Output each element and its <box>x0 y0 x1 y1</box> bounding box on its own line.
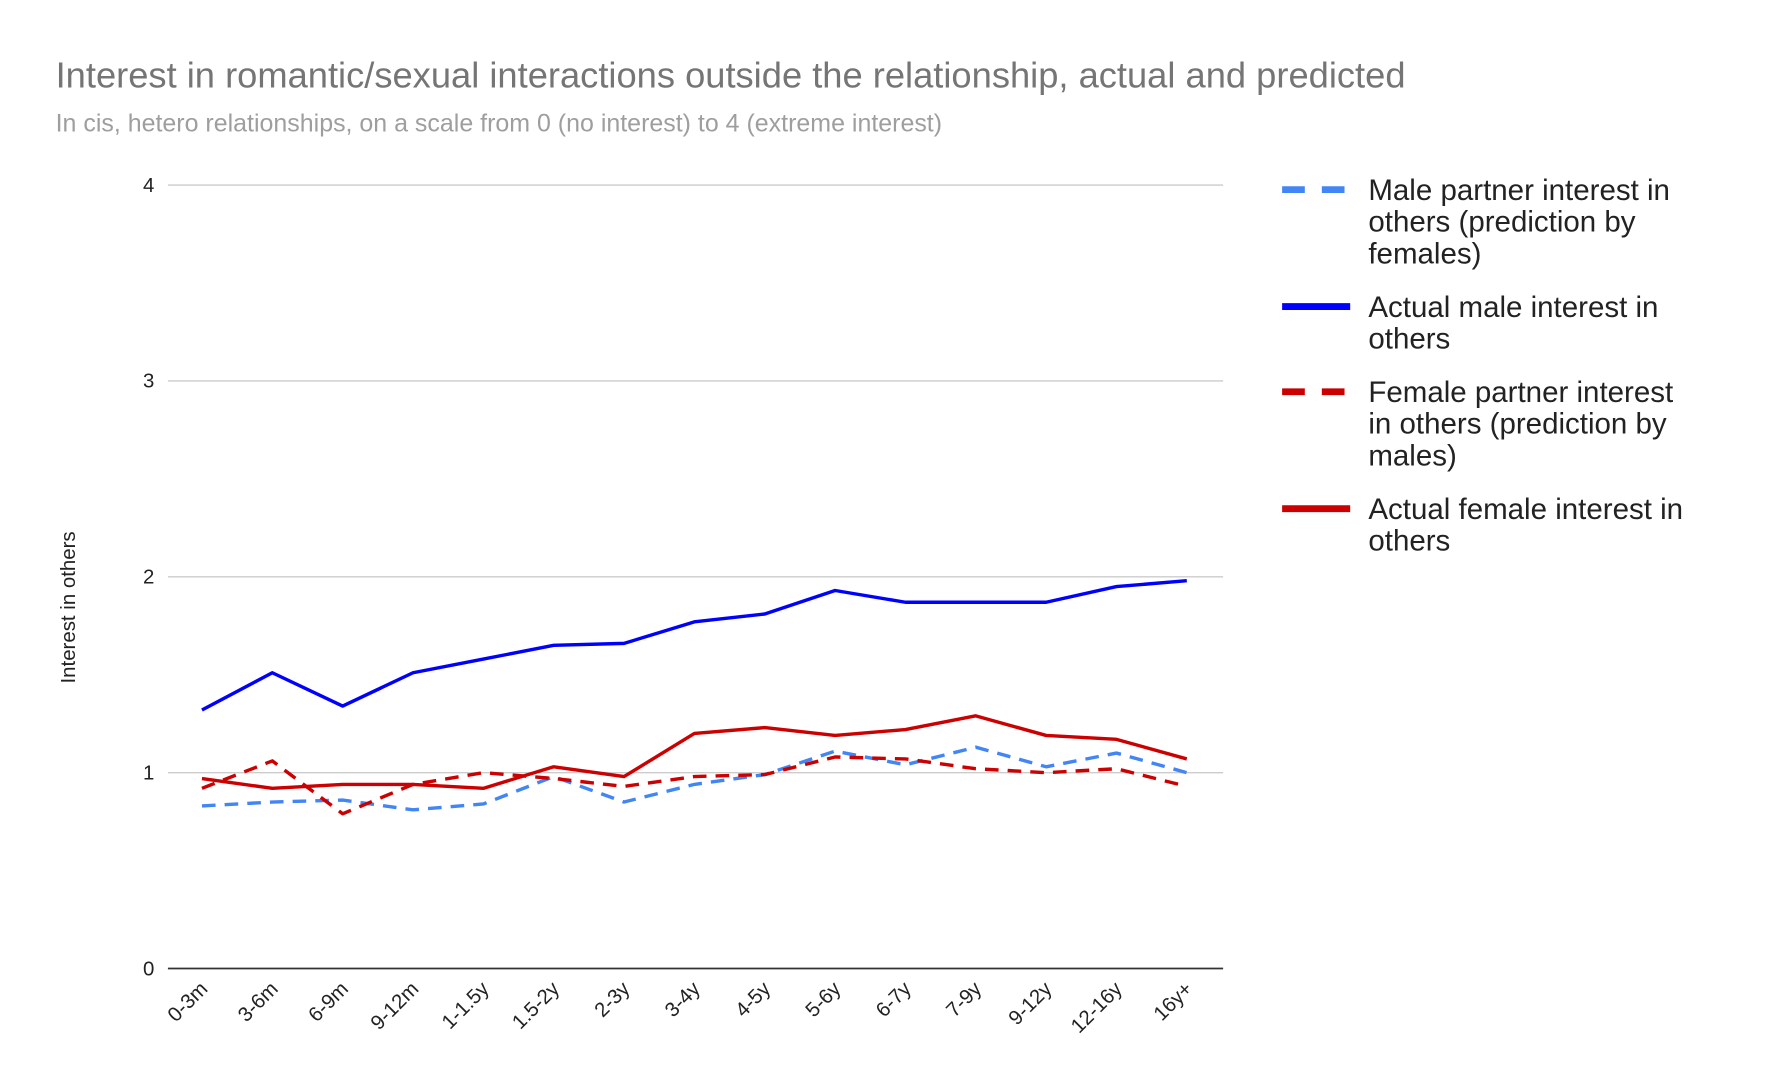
series-line <box>201 714 1188 791</box>
x-tick-label: 6-9m <box>305 978 353 1026</box>
x-tick-labels: 0-3m 3-6m 6-9m 9-12m 1-1.5y 1.5-2y 2-3y 3-4y 4-5… <box>164 978 1197 1038</box>
x-tick-label: 3-4y <box>661 978 705 1022</box>
series-2 <box>201 579 1187 712</box>
y-tick-label: 2 <box>143 567 154 589</box>
legend-label: in others (prediction by <box>1368 408 1667 441</box>
x-tick-label: 0-3m <box>164 978 212 1026</box>
y-axis-label: Interest in others <box>58 531 80 683</box>
x-tick-label: 9-12m <box>367 978 423 1035</box>
chart-title: Interest in romantic/sexual interactions… <box>56 54 1406 95</box>
legend-label: others (prediction by <box>1368 206 1635 239</box>
y-tick-label: 1 <box>143 762 154 784</box>
x-tick-label: 1.5-2y <box>508 978 564 1034</box>
legend-label: Female partner interest <box>1368 376 1673 409</box>
x-tick-label: 5-6y <box>802 978 846 1022</box>
legend-label: Male partner interest in <box>1368 174 1670 207</box>
x-tick-label: 9-12y <box>1005 978 1057 1030</box>
series-4 <box>201 714 1188 791</box>
x-tick-label: 4-5y <box>731 978 775 1022</box>
chart-subtitle: In cis, hetero relationships, on a scale… <box>56 110 942 138</box>
y-tick-labels: 0 1 2 3 4 <box>143 175 154 980</box>
legend-label: others <box>1368 525 1450 558</box>
series-line <box>201 579 1187 712</box>
legend-label: Actual female interest in <box>1368 493 1683 526</box>
x-tick-label: 7-9y <box>942 978 986 1022</box>
legend-label: Actual male interest in <box>1368 291 1658 324</box>
series-lines <box>201 579 1188 816</box>
legend-label: males) <box>1368 440 1456 473</box>
y-tick-label: 0 <box>143 958 154 980</box>
series-line <box>201 745 1188 812</box>
x-tick-label: 3-6m <box>234 978 282 1026</box>
series-line <box>201 755 1188 816</box>
legend-label: others <box>1368 323 1450 356</box>
series-3 <box>201 755 1188 816</box>
x-tick-label: 12-16y <box>1067 978 1127 1038</box>
legend-label: females) <box>1368 237 1481 270</box>
y-tick-label: 3 <box>143 371 154 393</box>
x-tick-label: 2-3y <box>591 978 635 1022</box>
series-1 <box>201 745 1188 812</box>
x-tick-label: 16y+ <box>1150 978 1197 1025</box>
y-tick-label: 4 <box>143 175 154 197</box>
x-tick-label: 1-1.5y <box>438 978 494 1034</box>
x-tick-label: 6-7y <box>872 978 916 1022</box>
gridlines <box>167 184 1224 970</box>
